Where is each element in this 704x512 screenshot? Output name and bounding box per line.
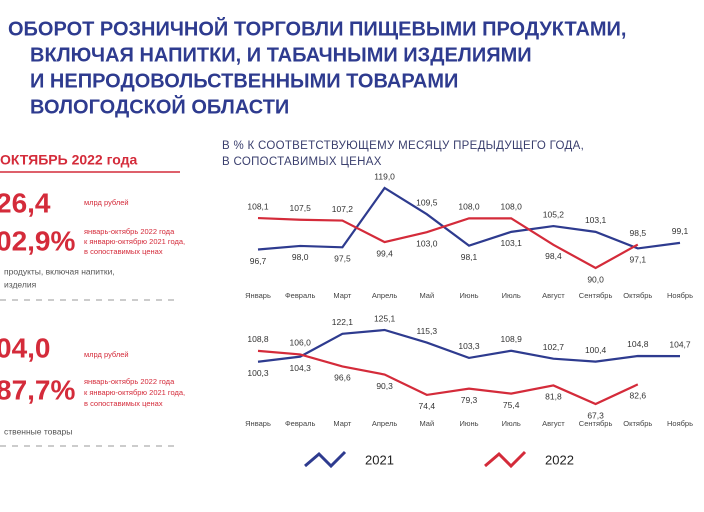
legend-swatch — [304, 450, 347, 469]
x-tick-label: Июнь — [459, 291, 478, 300]
data-label: 98,0 — [292, 252, 309, 262]
index: 87,7% — [0, 374, 75, 405]
index-note: в сопоставимых ценах — [84, 399, 163, 408]
data-label: 103,0 — [416, 238, 438, 248]
data-label: 81,8 — [545, 392, 562, 402]
charts: Январь Февраль Март Апрель Май Июнь Июль Август… — [245, 171, 693, 428]
data-label: 104,7 — [669, 339, 691, 349]
data-label: 108,0 — [458, 202, 480, 212]
panel-label: продукты, включая напитки, — [4, 266, 115, 276]
data-label: 104,8 — [627, 339, 649, 349]
amount: 26,4 — [0, 187, 51, 218]
x-tick-label: Февраль — [285, 419, 316, 428]
data-label: 107,2 — [332, 204, 354, 214]
x-tick-label: Январь — [245, 419, 271, 428]
index: 02,9% — [0, 225, 75, 256]
x-tick-label: Сентябрь — [579, 419, 613, 428]
title-line: ВОЛОГОДСКОЙ ОБЛАСТИ — [30, 94, 289, 118]
data-label: 103,1 — [501, 238, 523, 248]
data-label: 115,3 — [416, 326, 437, 336]
series-line — [257, 186, 681, 251]
legend-swatch — [484, 450, 527, 469]
x-tick-label: Март — [333, 419, 352, 428]
subtitle-line: В % К СООТВЕТСТВУЮЩЕМУ МЕСЯЦУ ПРЕДЫДУЩЕГ… — [222, 140, 584, 152]
x-tick-label: Январь — [245, 291, 271, 300]
data-label: 98,4 — [545, 251, 562, 261]
index-note: в сопоставимых ценах — [84, 247, 163, 256]
x-tick-label: Апрель — [372, 419, 398, 428]
data-label: 96,7 — [250, 256, 267, 266]
subtitle-line: В СОПОСТАВИМЫХ ЦЕНАХ — [222, 156, 382, 168]
amount-unit: млрд рублей — [84, 198, 129, 207]
data-label: 103,1 — [585, 215, 607, 225]
x-tick-label: Октябрь — [623, 419, 652, 428]
x-tick-label: Ноябрь — [667, 419, 693, 428]
legend-label: 2022 — [545, 452, 574, 467]
data-label: 108,8 — [247, 334, 269, 344]
x-tick-label: Июль — [502, 291, 521, 300]
data-label: 98,5 — [630, 228, 647, 238]
data-label: 105,2 — [543, 209, 565, 219]
legend-label: 2021 — [365, 452, 394, 467]
data-label: 125,1 — [374, 313, 396, 323]
x-tick-label: Март — [333, 291, 352, 300]
amount-unit: млрд рублей — [84, 350, 129, 359]
x-tick-label: Апрель — [372, 291, 398, 300]
x-tick-label: Август — [542, 419, 565, 428]
series-line — [257, 349, 639, 406]
data-label: 74,4 — [419, 401, 436, 411]
legend: 2021 2022 — [304, 450, 574, 469]
x-tick-label: Октябрь — [623, 291, 652, 300]
data-label: 75,4 — [503, 400, 520, 410]
index-note: к январю-октябрю 2021 года, — [84, 388, 185, 397]
data-label: 97,5 — [334, 254, 351, 264]
title-line: ВКЛЮЧАЯ НАПИТКИ, И ТАБАЧНЫМИ ИЗДЕЛИЯМИ — [30, 44, 532, 66]
data-label: 108,1 — [247, 201, 269, 211]
data-label: 107,5 — [290, 203, 312, 213]
data-label: 96,6 — [334, 373, 351, 383]
x-tick-label: Август — [542, 291, 565, 300]
x-tick-label: Июнь — [459, 419, 478, 428]
period: ОКТЯБРЬ 2022 года — [0, 152, 138, 168]
series-line — [257, 216, 639, 270]
data-label: 79,3 — [461, 395, 478, 405]
data-label: 90,3 — [376, 381, 393, 391]
panel-label: ственные товары — [4, 426, 72, 436]
data-label: 100,4 — [585, 345, 607, 355]
data-label: 119,0 — [374, 171, 395, 181]
data-label: 100,3 — [247, 368, 269, 378]
data-label: 97,1 — [630, 255, 647, 265]
data-label: 99,4 — [376, 248, 393, 258]
index-note: к январю-октябрю 2021 года, — [84, 237, 185, 246]
x-tick-label: Май — [419, 291, 434, 300]
data-label: 67,3 — [587, 410, 604, 420]
data-label: 108,0 — [501, 202, 523, 212]
index-note: январь-октябрь 2022 года — [84, 227, 175, 236]
title-line: И НЕПРОДОВОЛЬСТВЕННЫМИ ТОВАРАМИ — [30, 70, 458, 92]
x-tick-label: Ноябрь — [667, 291, 693, 300]
data-label: 99,1 — [672, 226, 689, 236]
index-note: январь-октябрь 2022 года — [84, 377, 175, 386]
panel-label: изделия — [4, 279, 37, 289]
data-label: 106,0 — [290, 338, 312, 348]
data-label: 82,6 — [630, 391, 647, 401]
data-label: 122,1 — [332, 317, 354, 327]
data-label: 104,3 — [290, 363, 312, 373]
series-line — [257, 328, 681, 363]
x-tick-label: Февраль — [285, 291, 316, 300]
amount: 04,0 — [0, 332, 51, 363]
data-label: 102,7 — [543, 342, 565, 352]
data-label: 109,5 — [416, 197, 438, 207]
title-line: ОБОРОТ РОЗНИЧНОЙ ТОРГОВЛИ ПИЩЕВЫМИ ПРОДУ… — [8, 16, 626, 40]
x-tick-label: Сентябрь — [579, 291, 613, 300]
x-tick-label: Июль — [502, 419, 521, 428]
data-label: 103,3 — [458, 341, 480, 351]
data-label: 98,1 — [461, 252, 478, 262]
data-label: 108,9 — [501, 334, 523, 344]
x-tick-label: Май — [419, 419, 434, 428]
data-label: 90,0 — [587, 274, 604, 284]
